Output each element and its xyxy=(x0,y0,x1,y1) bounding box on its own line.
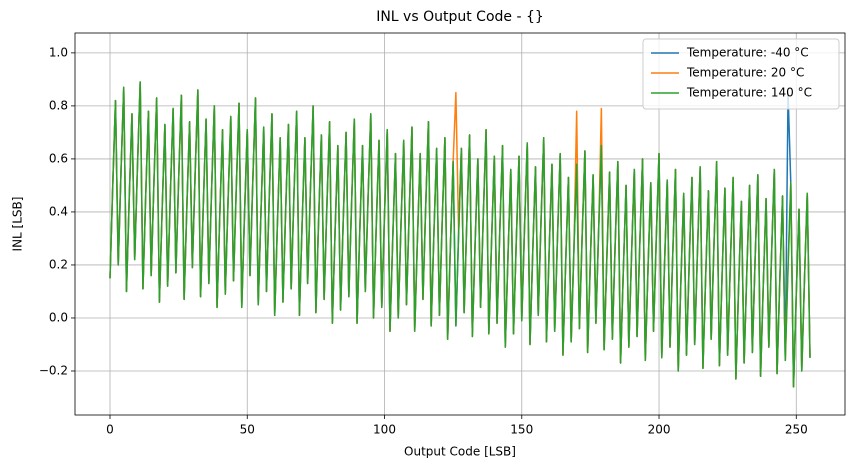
plot-frame xyxy=(74,32,846,416)
x-tick-label: 50 xyxy=(240,423,255,437)
x-tick-label: 250 xyxy=(785,423,808,437)
legend-label: Temperature: 140 °C xyxy=(686,86,812,100)
y-tick-label: 1.0 xyxy=(49,45,68,59)
y-tick-label: 0.6 xyxy=(49,151,68,165)
x-axis-label: Output Code [LSB] xyxy=(404,445,516,459)
data-line xyxy=(109,81,811,388)
y-tick-label: −0.2 xyxy=(39,363,68,377)
y-tick-label: 0.0 xyxy=(49,310,68,324)
legend-label: Temperature: 20 °C xyxy=(686,66,804,80)
y-tick-label: 0.2 xyxy=(49,257,68,271)
y-tick-label: 0.8 xyxy=(49,98,68,112)
legend-box xyxy=(642,38,840,110)
y-tick-label: 0.4 xyxy=(49,204,68,218)
y-axis-label: INL [LSB] xyxy=(11,197,25,252)
x-tick-label: 200 xyxy=(648,423,671,437)
chart-title: INL vs Output Code - {} xyxy=(376,9,544,25)
legend: Temperature: -40 °C Temperature: 20 °C Tem… xyxy=(642,38,840,110)
x-tick-label: 0 xyxy=(106,423,114,437)
x-tick-label: 150 xyxy=(510,423,533,437)
x-tick-label: 100 xyxy=(373,423,396,437)
legend-label: Temperature: -40 °C xyxy=(686,46,809,60)
